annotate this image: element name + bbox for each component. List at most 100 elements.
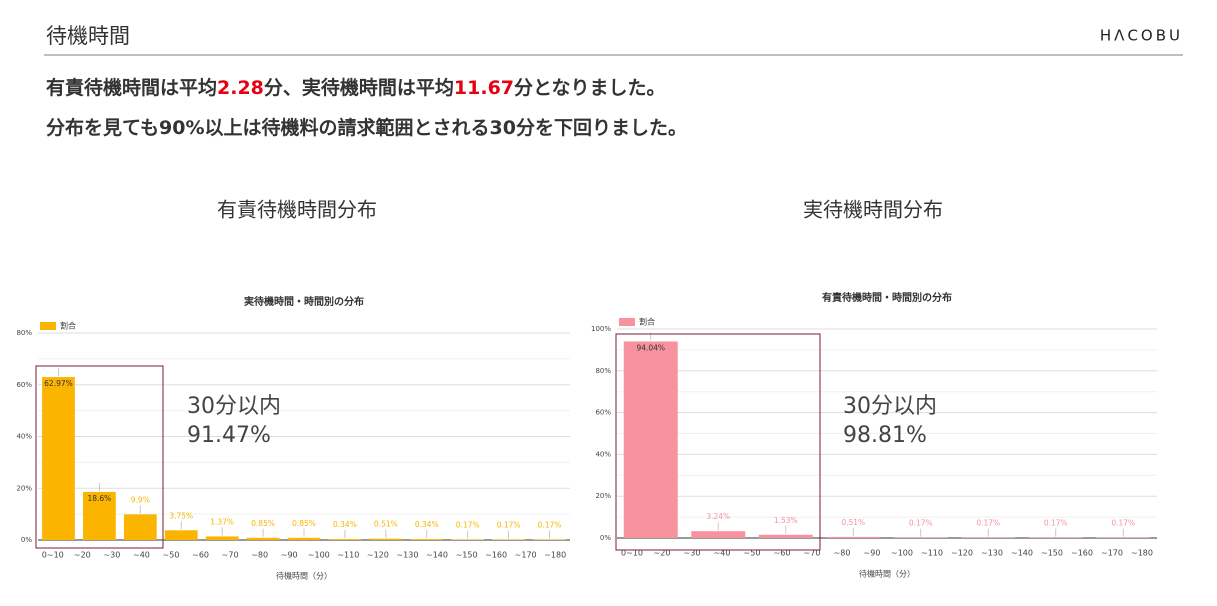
annotation: 30分以内 — [843, 394, 937, 419]
chart-title: 有責待機時間・時間別の分布 — [822, 291, 952, 304]
headline-highlight: 2.28 — [217, 77, 264, 99]
headline-text: 有責待機時間は平均 — [46, 76, 217, 99]
bar — [287, 537, 321, 540]
x-tick-label: ~50 — [163, 551, 180, 560]
data-label: 0.85% — [251, 519, 275, 528]
data-label: 0.17% — [976, 519, 1000, 528]
legend-label: 割合 — [639, 317, 655, 327]
bar — [826, 536, 881, 538]
x-tick-label: ~80 — [834, 549, 851, 558]
legend-swatch — [619, 318, 635, 326]
y-tick-label: 60% — [16, 381, 32, 389]
x-tick-label: ~60 — [192, 551, 209, 560]
bar — [83, 491, 116, 540]
bar — [410, 539, 444, 540]
annotation: 91.47% — [187, 423, 271, 448]
section-title: 実待機時間分布 — [803, 198, 943, 222]
data-label: 3.75% — [169, 511, 193, 520]
x-tick-label: ~90 — [281, 551, 298, 560]
headline-highlight: 11.67 — [454, 77, 514, 99]
data-label: 94.04% — [636, 343, 665, 352]
x-tick-label: ~60 — [774, 549, 791, 558]
bar — [246, 537, 280, 540]
x-tick-label: ~70 — [222, 551, 239, 560]
x-tick-label: 0~10 — [42, 551, 64, 560]
x-tick-label: ~180 — [1131, 549, 1153, 558]
y-tick-label: 80% — [595, 367, 611, 375]
x-tick-label: ~180 — [544, 551, 566, 560]
x-tick-label: ~150 — [456, 551, 478, 560]
data-label: 0.51% — [374, 520, 398, 529]
x-tick-label: ~100 — [308, 551, 330, 560]
data-label: 0.17% — [1111, 519, 1135, 528]
x-tick-label: ~30 — [684, 549, 701, 558]
x-tick-label: 0~10 — [621, 549, 643, 558]
y-tick-label: 60% — [595, 409, 611, 417]
x-tick-label: ~50 — [744, 549, 761, 558]
data-label: 1.37% — [210, 517, 234, 526]
y-tick-label: 0% — [600, 534, 611, 542]
x-tick-label: ~120 — [951, 549, 973, 558]
x-tick-label: ~160 — [485, 551, 507, 560]
annotation: 30分以内 — [187, 394, 281, 419]
data-label: 62.97% — [44, 379, 73, 388]
data-label: 3.24% — [706, 512, 730, 521]
x-tick-label: ~20 — [74, 551, 91, 560]
bar — [758, 534, 813, 538]
annotation: 98.81% — [843, 423, 927, 448]
headline: 分布を見ても90%以上は待機料の請求範囲とされる30分を下回りました。 — [46, 116, 687, 139]
y-tick-label: 20% — [16, 484, 32, 492]
data-label: 0.17% — [1044, 519, 1068, 528]
x-axis-label: 待機時間（分） — [859, 569, 915, 579]
bar — [691, 531, 746, 538]
bar — [164, 530, 198, 540]
x-tick-label: ~150 — [1041, 549, 1063, 558]
y-tick-label: 100% — [591, 325, 611, 333]
x-tick-label: ~70 — [804, 549, 821, 558]
x-tick-label: ~170 — [1101, 549, 1123, 558]
data-label: 0.17% — [909, 519, 933, 528]
data-label: 0.85% — [292, 519, 316, 528]
x-tick-label: ~30 — [103, 551, 120, 560]
y-tick-label: 40% — [595, 450, 611, 458]
data-label: 0.17% — [456, 521, 480, 530]
x-tick-label: ~40 — [133, 551, 150, 560]
legend-swatch — [40, 322, 56, 330]
bar — [369, 538, 403, 540]
highlight-box — [35, 365, 164, 549]
data-label: 0.34% — [333, 520, 357, 529]
y-tick-label: 80% — [16, 329, 32, 337]
data-label: 9.9% — [131, 495, 150, 504]
x-tick-label: ~100 — [891, 549, 913, 558]
x-tick-label: ~120 — [367, 551, 389, 560]
data-label: 18.6% — [87, 494, 111, 503]
x-tick-label: ~160 — [1071, 549, 1093, 558]
x-tick-label: ~40 — [714, 549, 731, 558]
headline-text: 分となりました。 — [514, 77, 665, 99]
logo: HΛCOBU — [1100, 27, 1183, 45]
x-tick-label: ~130 — [981, 549, 1003, 558]
data-label: 0.17% — [497, 521, 521, 530]
x-tick-label: ~20 — [654, 549, 671, 558]
headline: 有責待機時間は平均2.28分、実待機時間は平均11.67分となりました。 — [46, 76, 665, 99]
x-tick-label: ~80 — [251, 551, 268, 560]
data-label: 0.17% — [538, 521, 562, 530]
bar — [42, 377, 75, 540]
x-tick-label: ~110 — [337, 551, 359, 560]
bar — [328, 539, 362, 540]
x-tick-label: ~90 — [864, 549, 881, 558]
data-label: 0.51% — [841, 518, 865, 527]
y-tick-label: 20% — [595, 492, 611, 500]
y-tick-label: 0% — [21, 536, 32, 544]
x-tick-label: ~140 — [426, 551, 448, 560]
y-tick-label: 40% — [16, 433, 32, 441]
headline-text: 分、実待機時間は平均 — [264, 76, 454, 99]
x-tick-label: ~110 — [921, 549, 943, 558]
bar — [123, 514, 157, 540]
x-tick-label: ~140 — [1011, 549, 1033, 558]
x-axis-label: 待機時間（分） — [276, 571, 332, 581]
section-title: 有責待機時間分布 — [217, 198, 377, 222]
x-tick-label: ~170 — [515, 551, 537, 560]
